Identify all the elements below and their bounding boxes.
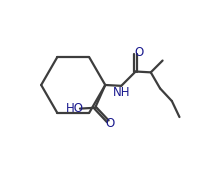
Text: HO: HO [66,102,84,115]
Text: O: O [106,117,115,130]
Text: O: O [135,46,144,59]
Text: NH: NH [113,86,131,99]
